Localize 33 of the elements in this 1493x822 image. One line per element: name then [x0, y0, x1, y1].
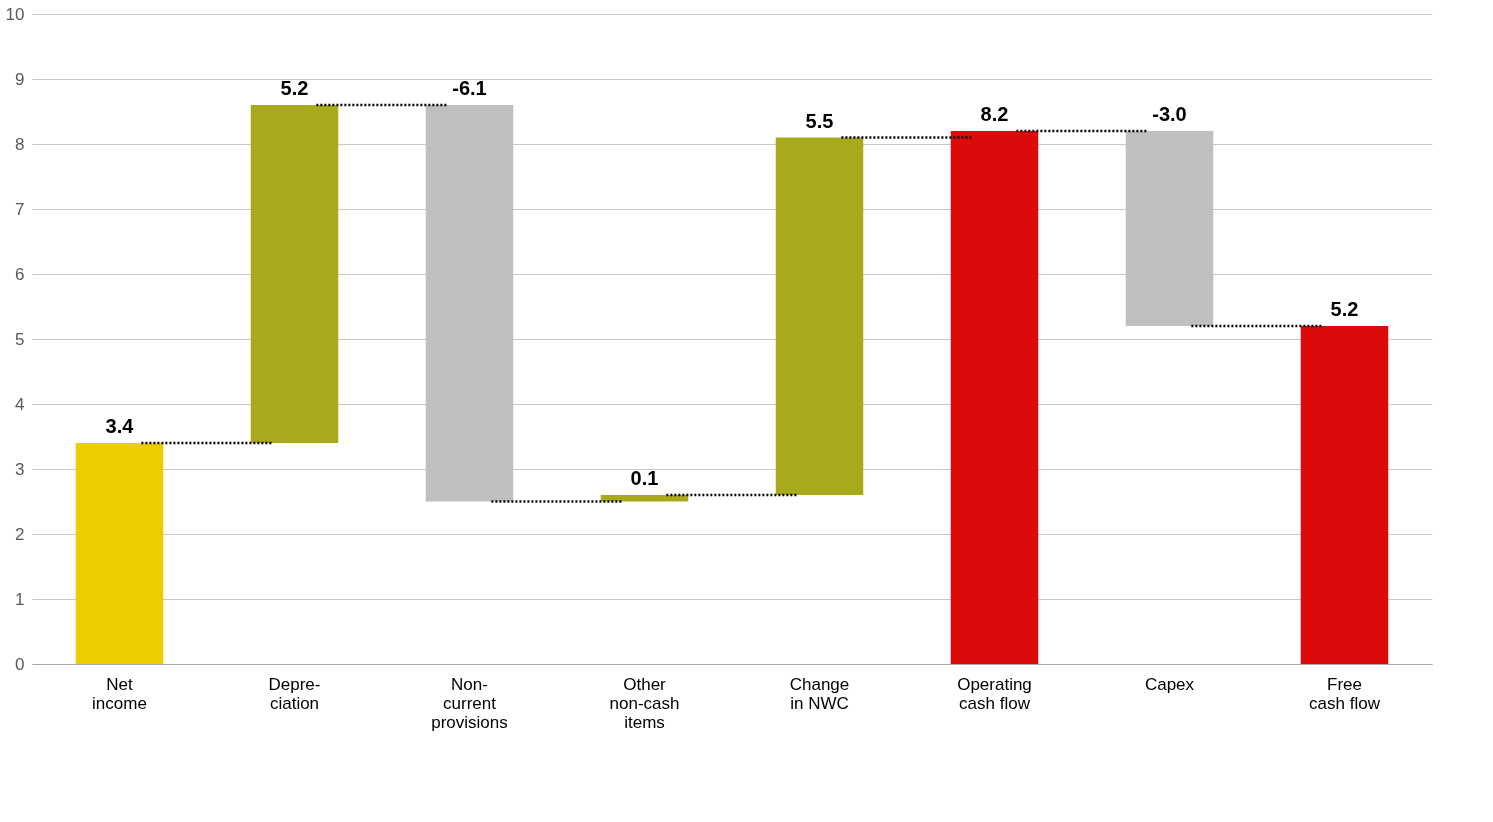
y-tick-label: 7: [15, 199, 25, 219]
data-label: 5.2: [1330, 298, 1359, 320]
y-tick-label: 4: [15, 394, 25, 414]
y-tick-label: 1: [15, 589, 25, 609]
x-tick-label: Other non-cash items: [609, 674, 680, 732]
bar: [775, 137, 864, 495]
data-label: 5.2: [280, 77, 309, 99]
bar: [75, 443, 164, 664]
data-label: -6.1: [452, 77, 487, 99]
data-label: -3.0: [1152, 103, 1187, 125]
x-tick-label: Change in NWC: [789, 674, 850, 713]
x-tick-label: Net income: [92, 674, 147, 713]
data-label: 0.1: [630, 467, 659, 489]
bar: [950, 131, 1039, 664]
x-tick-label: Operating cash flow: [957, 674, 1032, 713]
bar: [250, 105, 339, 443]
data-label: 3.4: [105, 415, 135, 437]
y-tick-label: 8: [15, 134, 25, 154]
x-tick-label: Free cash flow: [1309, 674, 1381, 713]
y-tick-label: 3: [15, 459, 25, 479]
y-tick-label: 6: [15, 264, 25, 284]
y-tick-label: 9: [15, 69, 25, 89]
y-tick-label: 5: [15, 329, 25, 349]
y-tick-label: 10: [5, 4, 25, 24]
data-label: 5.5: [805, 109, 834, 132]
x-tick-label: Depre- ciation: [268, 674, 321, 713]
data-label: 8.2: [980, 103, 1009, 125]
x-tick-label: Non- current provisions: [431, 674, 508, 732]
y-tick-label: 2: [15, 524, 25, 544]
y-tick-label: 0: [15, 654, 25, 674]
bar: [1300, 326, 1389, 664]
x-tick-label: Capex: [1144, 674, 1195, 694]
bar: [600, 495, 689, 502]
